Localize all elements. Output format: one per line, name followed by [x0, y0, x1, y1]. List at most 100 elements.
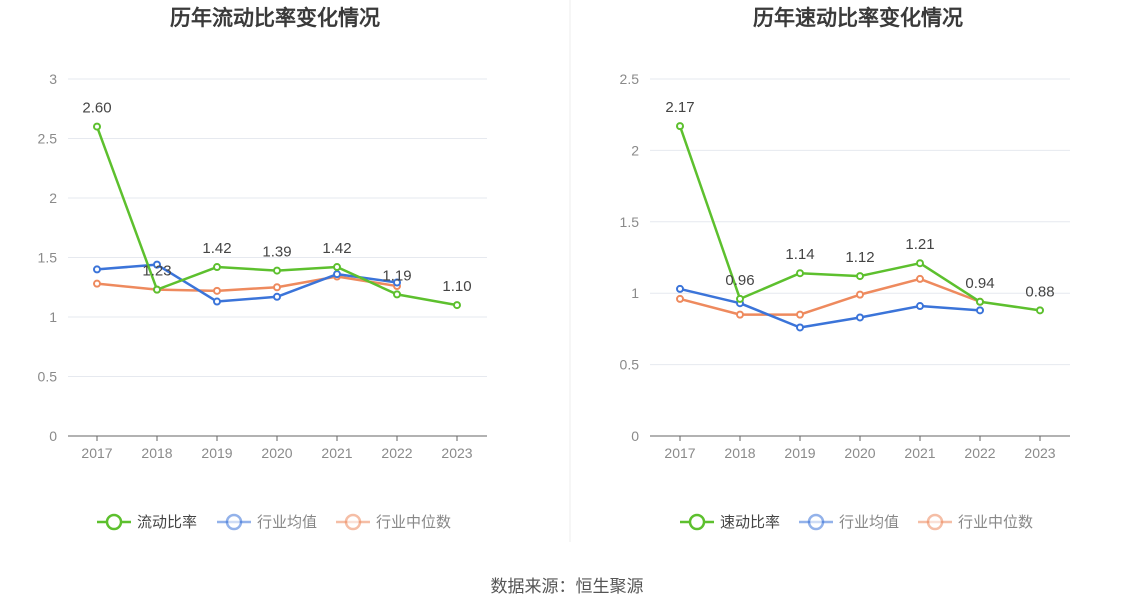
data-point[interactable]: [333, 270, 341, 279]
x-tick-label: 2017: [81, 445, 112, 461]
data-point[interactable]: [93, 122, 101, 131]
legend-item[interactable]: 行业均值: [217, 513, 317, 531]
data-point[interactable]: [796, 323, 804, 332]
data-point[interactable]: [976, 306, 984, 315]
y-tick-label: 2: [49, 190, 57, 206]
y-tick-label: 1: [49, 309, 57, 325]
data-label: 1.42: [322, 240, 351, 257]
data-point[interactable]: [856, 272, 864, 281]
data-point[interactable]: [916, 302, 924, 311]
x-tick-label: 2019: [201, 445, 232, 461]
series-line: [679, 277, 981, 316]
legend-label: 行业均值: [839, 514, 899, 531]
legend-item[interactable]: 速动比率: [680, 513, 780, 531]
data-point[interactable]: [796, 310, 804, 319]
data-point[interactable]: [856, 313, 864, 322]
current-ratio-chart: 历年流动比率变化情况 0 0.5 1 1.5 2 2.5 3 2017 2018 2019 2020 2…: [38, 6, 487, 531]
data-point[interactable]: [153, 260, 161, 269]
data-point[interactable]: [453, 301, 461, 310]
data-point[interactable]: [856, 290, 864, 299]
data-label: 1.23: [142, 263, 171, 280]
legend-item[interactable]: 流动比率: [97, 513, 197, 531]
legend-item[interactable]: 行业中位数: [336, 513, 451, 531]
data-label: 0.88: [1025, 283, 1054, 300]
x-tick-label: 2021: [904, 445, 935, 461]
legend-item[interactable]: 行业中位数: [918, 513, 1033, 531]
data-point[interactable]: [736, 294, 744, 303]
y-tick-label: 0.5: [38, 369, 58, 385]
data-point[interactable]: [736, 310, 744, 319]
x-tick-label: 2022: [964, 445, 995, 461]
x-tick-label: 2018: [141, 445, 172, 461]
data-point[interactable]: [93, 279, 101, 288]
data-label: 2.60: [82, 100, 111, 117]
x-tick-label: 2020: [844, 445, 875, 461]
legend-label: 行业中位数: [376, 514, 451, 531]
x-tick-label: 2020: [261, 445, 292, 461]
y-tick-label: 0.5: [620, 357, 640, 373]
legend-label: 流动比率: [137, 514, 197, 531]
data-point[interactable]: [796, 269, 804, 278]
x-tick-label: 2023: [1024, 445, 1055, 461]
data-label: 2.17: [665, 99, 694, 116]
data-label: 1.21: [905, 236, 934, 253]
data-point[interactable]: [976, 297, 984, 306]
series-line: [96, 275, 398, 293]
y-tick-label: 1.5: [620, 214, 640, 230]
data-label: 1.14: [785, 246, 814, 263]
y-tick-label: 0: [631, 428, 639, 444]
x-tick-label: 2021: [321, 445, 352, 461]
data-label: 1.12: [845, 249, 874, 266]
chart-title: 历年速动比率变化情况: [753, 6, 963, 30]
data-point[interactable]: [273, 292, 281, 301]
y-tick-label: 2.5: [620, 71, 640, 87]
y-tick-label: 3: [49, 71, 57, 87]
data-point[interactable]: [153, 285, 161, 294]
data-point[interactable]: [213, 286, 221, 295]
x-tick-label: 2019: [784, 445, 815, 461]
y-tick-label: 1.5: [38, 250, 58, 266]
y-tick-label: 2: [631, 142, 639, 158]
x-tick-label: 2017: [664, 445, 695, 461]
source-note: 数据来源：恒生聚源: [491, 577, 644, 596]
y-tick-label: 0: [49, 428, 57, 444]
chart-title: 历年流动比率变化情况: [170, 6, 380, 30]
legend-label: 行业均值: [257, 514, 317, 531]
data-point[interactable]: [333, 263, 341, 272]
legend-label: 行业中位数: [958, 514, 1033, 531]
data-point[interactable]: [273, 266, 281, 275]
legend-swatch-marker: [225, 513, 243, 531]
legend-swatch-marker: [807, 513, 825, 531]
data-label: 1.19: [382, 267, 411, 284]
x-tick-label: 2022: [381, 445, 412, 461]
data-point[interactable]: [393, 278, 401, 287]
series-line: [679, 287, 981, 329]
quick-ratio-chart: 历年速动比率变化情况 0 0.5 1 1.5 2 2.5 2017 2018 2019 2020 20…: [620, 6, 1070, 531]
x-tick-label: 2023: [441, 445, 472, 461]
data-point[interactable]: [93, 265, 101, 274]
data-label: 0.94: [965, 275, 994, 292]
data-point[interactable]: [676, 122, 684, 131]
data-point[interactable]: [213, 297, 221, 306]
data-label: 0.96: [725, 272, 754, 289]
legend-swatch-marker: [344, 513, 362, 531]
data-point[interactable]: [393, 290, 401, 299]
legend-swatch-marker: [105, 513, 123, 531]
data-label: 1.10: [442, 278, 471, 295]
legend-swatch-marker: [688, 513, 706, 531]
y-tick-label: 1: [631, 285, 639, 301]
data-label: 1.42: [202, 240, 231, 257]
data-point[interactable]: [1036, 306, 1044, 315]
x-tick-label: 2018: [724, 445, 755, 461]
data-point[interactable]: [676, 294, 684, 303]
data-point[interactable]: [916, 274, 924, 283]
data-label: 1.39: [262, 244, 291, 261]
data-point[interactable]: [916, 259, 924, 268]
legend-label: 速动比率: [720, 514, 780, 531]
data-point[interactable]: [213, 263, 221, 272]
data-point[interactable]: [273, 283, 281, 292]
data-point[interactable]: [676, 284, 684, 293]
legend-swatch-marker: [926, 513, 944, 531]
legend-item[interactable]: 行业均值: [799, 513, 899, 531]
